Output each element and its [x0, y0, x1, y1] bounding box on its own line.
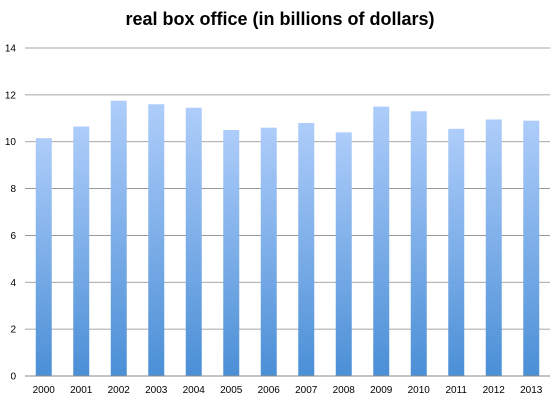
bar-2008 — [335, 132, 352, 376]
x-tick-label: 2009 — [370, 385, 393, 396]
bar-2011 — [448, 128, 465, 376]
bars — [35, 100, 540, 377]
y-tick-label: 2 — [10, 325, 16, 336]
bar-2009 — [373, 106, 390, 377]
x-tick-label: 2005 — [220, 385, 243, 396]
bar-2001 — [73, 126, 90, 376]
bar-2010 — [410, 111, 427, 376]
gridlines — [25, 47, 550, 377]
x-tick-label: 2008 — [333, 385, 356, 396]
y-tick-label: 0 — [10, 372, 16, 383]
x-tick-label: 2004 — [183, 385, 206, 396]
bar-2004 — [185, 107, 202, 376]
y-axis-ticks: 0 2 4 6 8 10 12 14 — [5, 44, 17, 383]
bar-2000 — [35, 138, 52, 376]
bar-2012 — [485, 119, 502, 376]
chart-title: real box office (in billions of dollars) — [125, 9, 435, 29]
x-tick-label: 2001 — [70, 385, 93, 396]
bar-2006 — [260, 127, 277, 377]
x-tick-label: 2000 — [33, 385, 56, 396]
x-tick-label: 2013 — [520, 385, 543, 396]
x-tick-label: 2002 — [108, 385, 131, 396]
bar-2002 — [110, 100, 127, 376]
x-tick-label: 2007 — [295, 385, 318, 396]
bar-2013 — [523, 120, 540, 376]
y-tick-label: 8 — [10, 184, 16, 195]
y-tick-label: 4 — [10, 278, 16, 289]
bar-2005 — [223, 130, 240, 376]
x-tick-label: 2006 — [258, 385, 281, 396]
y-tick-label: 10 — [5, 137, 17, 148]
x-tick-label: 2011 — [445, 385, 467, 396]
x-axis-ticks: 2000 2001 2002 2003 2004 2005 2006 2007 2008 2009… — [33, 385, 543, 396]
y-tick-label: 14 — [5, 44, 17, 55]
x-tick-label: 2010 — [408, 385, 431, 396]
y-tick-label: 12 — [5, 90, 17, 101]
y-tick-label: 6 — [10, 231, 16, 242]
bar-2003 — [148, 104, 165, 376]
bar-2007 — [298, 122, 315, 376]
x-tick-label: 2003 — [145, 385, 168, 396]
x-tick-label: 2012 — [483, 385, 506, 396]
